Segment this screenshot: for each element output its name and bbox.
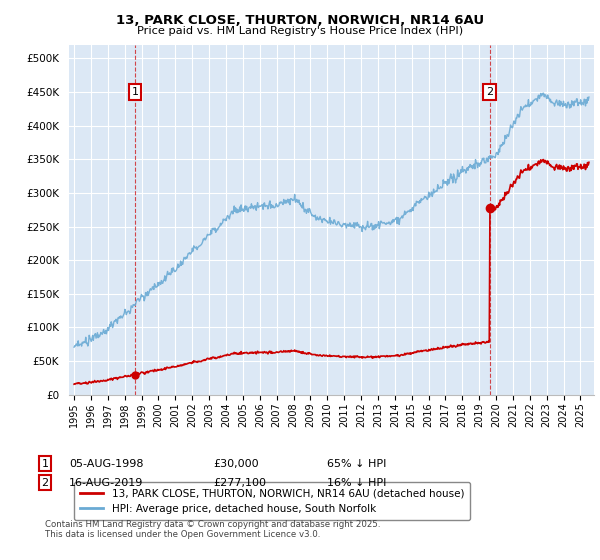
Text: 65% ↓ HPI: 65% ↓ HPI (327, 459, 386, 469)
Text: 13, PARK CLOSE, THURTON, NORWICH, NR14 6AU: 13, PARK CLOSE, THURTON, NORWICH, NR14 6… (116, 14, 484, 27)
Text: Price paid vs. HM Land Registry's House Price Index (HPI): Price paid vs. HM Land Registry's House … (137, 26, 463, 36)
Text: 1: 1 (41, 459, 49, 469)
Text: 16% ↓ HPI: 16% ↓ HPI (327, 478, 386, 488)
Text: Contains HM Land Registry data © Crown copyright and database right 2025.
This d: Contains HM Land Registry data © Crown c… (45, 520, 380, 539)
Text: £30,000: £30,000 (213, 459, 259, 469)
Text: 16-AUG-2019: 16-AUG-2019 (69, 478, 143, 488)
Text: 2: 2 (41, 478, 49, 488)
Text: 2: 2 (486, 87, 493, 97)
Text: 05-AUG-1998: 05-AUG-1998 (69, 459, 143, 469)
Text: £277,100: £277,100 (213, 478, 266, 488)
Text: 1: 1 (131, 87, 139, 97)
Legend: 13, PARK CLOSE, THURTON, NORWICH, NR14 6AU (detached house), HPI: Average price,: 13, PARK CLOSE, THURTON, NORWICH, NR14 6… (74, 482, 470, 520)
